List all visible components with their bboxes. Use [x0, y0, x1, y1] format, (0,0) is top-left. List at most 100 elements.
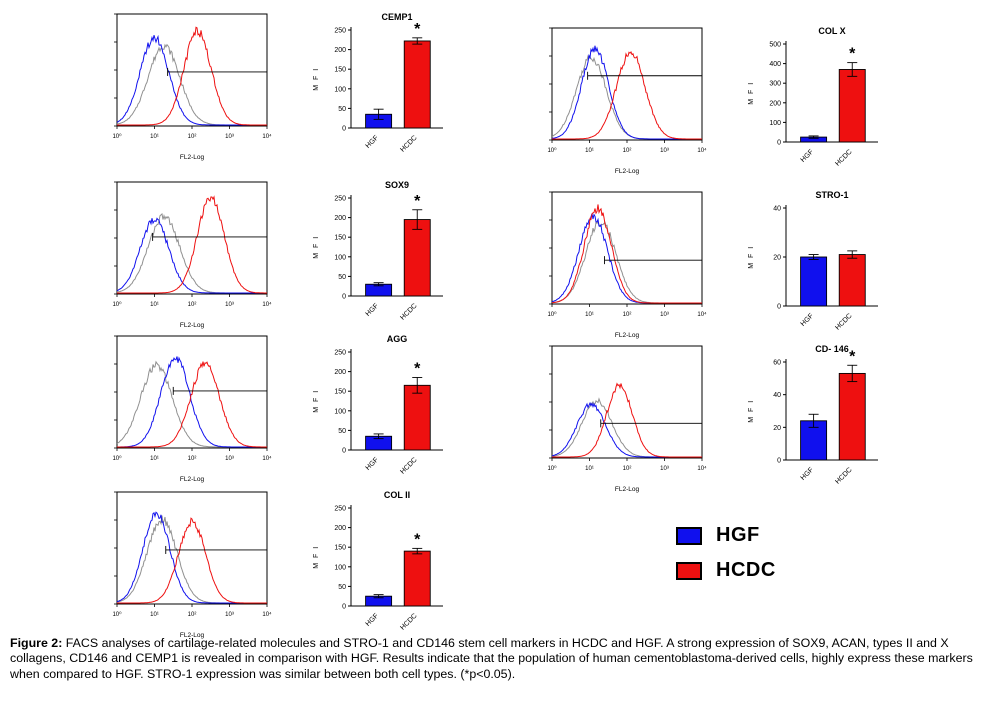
- y-tick-label: 150: [334, 389, 346, 396]
- y-tick-label: 100: [334, 564, 346, 571]
- x-tick-label: 10²: [623, 466, 632, 472]
- x-tick-label: 10⁴: [262, 611, 272, 618]
- y-tick-label: 100: [334, 254, 346, 261]
- histogram-plot-frame: [551, 27, 703, 141]
- y-tick-label: 40: [773, 392, 781, 399]
- bar-hcdc: [838, 69, 866, 143]
- flow-histogram: 10⁰ 10¹ 10² 10³ 10⁴ FL2-Log: [112, 335, 272, 483]
- y-tick-label: 400: [769, 61, 781, 68]
- bar-chart: AGG 0 50 100 150 200 250 M F I * HGF HCDC: [313, 334, 443, 476]
- x-tick-label: 10³: [225, 612, 234, 618]
- y-tick-label: 0: [777, 140, 781, 147]
- flow-histogram: 10⁰ 10¹ 10² 10³ 10⁴ FL2-Log: [112, 13, 272, 161]
- x-tick-label: 10²: [188, 302, 197, 308]
- y-tick-label: 0: [342, 126, 346, 133]
- y-axis-label: M F I: [313, 389, 320, 412]
- x-category-label: HCDC: [399, 456, 418, 475]
- significance-star: *: [414, 360, 421, 377]
- histogram-xlabel: FL2-Log: [180, 322, 205, 329]
- x-tick-label: 10³: [660, 148, 669, 154]
- legend-item-hgf: HGF: [676, 524, 776, 547]
- bar-chart-title: SOX9: [385, 180, 409, 190]
- significance-star: *: [414, 21, 421, 38]
- y-tick-label: 0: [777, 304, 781, 311]
- legend-swatch-hgf: [676, 526, 702, 545]
- flow-histogram: 10⁰ 10¹ 10² 10³ 10⁴ FL2-Log: [547, 345, 707, 493]
- x-tick-label: 10¹: [585, 466, 594, 472]
- histogram-plot-frame: [551, 345, 703, 459]
- x-category-label: HCDC: [399, 612, 418, 631]
- y-tick-label: 250: [334, 196, 346, 203]
- y-tick-label: 50: [338, 428, 346, 435]
- x-category-label: HGF: [365, 302, 380, 317]
- caption-label: Figure 2:: [10, 636, 63, 650]
- figure-caption: Figure 2: FACS analyses of cartilage-rel…: [10, 636, 974, 682]
- x-tick-label: 10¹: [150, 456, 159, 462]
- significance-star: *: [414, 193, 421, 210]
- x-tick-label: 10⁴: [262, 133, 272, 140]
- legend: HGF HCDC: [676, 524, 776, 582]
- bar-hcdc: [838, 372, 866, 461]
- x-tick-label: 10¹: [150, 134, 159, 140]
- histogram-plot-frame: [116, 181, 268, 295]
- x-category-label: HGF: [800, 466, 815, 481]
- facs-panel-stro1: 10⁰ 10¹ 10² 10³ 10⁴ FL2-Log STRO-1 0 20 40 M F I HG…: [530, 186, 900, 348]
- significance-star: *: [849, 348, 856, 365]
- y-tick-label: 50: [338, 106, 346, 113]
- bar-hcdc: [403, 40, 431, 129]
- y-tick-label: 150: [334, 235, 346, 242]
- y-tick-label: 100: [769, 120, 781, 127]
- bar-hcdc: [403, 550, 431, 607]
- x-category-label: HCDC: [834, 466, 853, 485]
- x-tick-label: 10⁴: [697, 311, 707, 318]
- histogram-plot-frame: [116, 13, 268, 127]
- x-tick-label: 10²: [188, 612, 197, 618]
- x-tick-label: 10⁰: [547, 465, 557, 472]
- bar-chart: CEMP1 0 50 100 150 200 250 M F I * HGF HCDC: [313, 12, 443, 154]
- x-tick-label: 10²: [188, 134, 197, 140]
- x-category-label: HCDC: [834, 312, 853, 331]
- curve-HCDC: [117, 195, 267, 294]
- x-tick-label: 10¹: [585, 148, 594, 154]
- x-category-label: HGF: [800, 148, 815, 163]
- y-axis-label: M F I: [748, 245, 755, 268]
- y-tick-label: 250: [334, 28, 346, 35]
- x-tick-label: 10⁴: [262, 301, 272, 308]
- curve-HCDC: [117, 361, 267, 448]
- bar-chart: SOX9 0 50 100 150 200 250 M F I * HGF HCDC: [313, 180, 443, 322]
- bar-chart-title: COL X: [818, 26, 845, 36]
- bar-chart-title: CEMP1: [381, 12, 412, 22]
- histogram-xlabel: FL2-Log: [180, 476, 205, 483]
- x-tick-label: 10¹: [150, 612, 159, 618]
- bar-chart-title: COL II: [384, 490, 410, 500]
- curve-HCDC: [551, 204, 702, 304]
- bar-chart-title: STRO-1: [815, 190, 848, 200]
- facs-panel-agg: 10⁰ 10¹ 10² 10³ 10⁴ FL2-Log AGG 0 50 100 150 200 250…: [95, 330, 465, 492]
- x-tick-label: 10⁴: [697, 147, 707, 154]
- histogram-xlabel: FL2-Log: [615, 168, 640, 175]
- y-tick-label: 20: [773, 425, 781, 432]
- y-axis-label: M F I: [313, 67, 320, 90]
- histogram-plot-frame: [116, 491, 268, 605]
- x-tick-label: 10²: [188, 456, 197, 462]
- flow-histogram: 10⁰ 10¹ 10² 10³ 10⁴ FL2-Log: [112, 491, 272, 639]
- x-category-label: HGF: [365, 134, 380, 149]
- bar-hcdc: [403, 219, 431, 297]
- x-tick-label: 10⁴: [262, 455, 272, 462]
- y-tick-label: 150: [334, 67, 346, 74]
- x-tick-label: 10⁰: [112, 611, 122, 618]
- x-tick-label: 10⁰: [112, 133, 122, 140]
- y-tick-label: 250: [334, 350, 346, 357]
- x-tick-label: 10³: [225, 456, 234, 462]
- x-tick-label: 10¹: [585, 312, 594, 318]
- facs-panel-cemp1: 10⁰ 10¹ 10² 10³ 10⁴ FL2-Log CEMP1 0 50 100 150 200 2…: [95, 8, 465, 170]
- legend-label: HCDC: [716, 559, 776, 581]
- curve-HCDC: [117, 517, 267, 604]
- histogram-xlabel: FL2-Log: [615, 332, 640, 339]
- x-tick-label: 10⁰: [112, 301, 122, 308]
- x-tick-label: 10¹: [150, 302, 159, 308]
- flow-histogram: 10⁰ 10¹ 10² 10³ 10⁴ FL2-Log: [112, 181, 272, 329]
- bar-hcdc: [838, 254, 866, 307]
- x-tick-label: 10³: [225, 134, 234, 140]
- bar-chart: CD- 146 0 20 40 60 M F I * HGF HCDC: [748, 344, 878, 486]
